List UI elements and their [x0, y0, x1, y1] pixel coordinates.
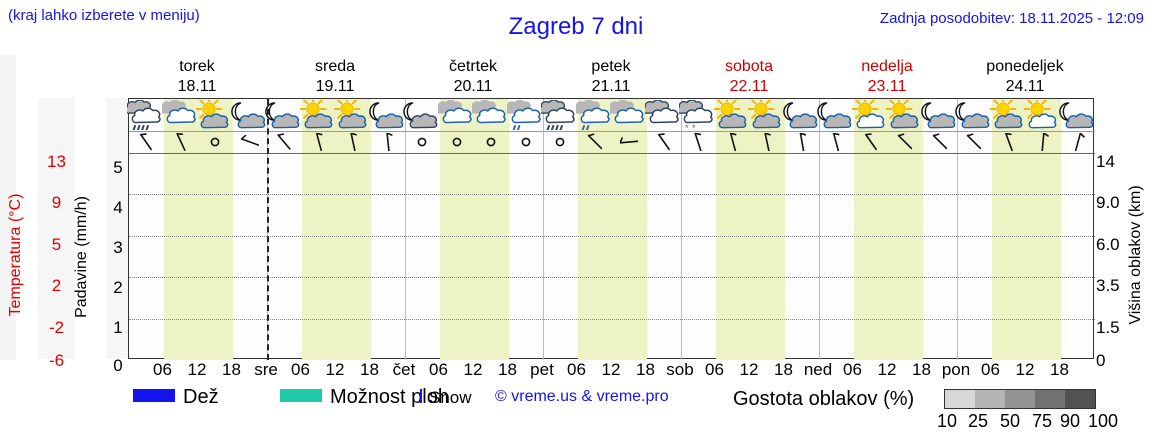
svg-text:*: * [685, 123, 689, 130]
svg-text:*: * [727, 129, 731, 130]
svg-text:*: * [692, 123, 696, 130]
svg-text:*: * [720, 129, 724, 130]
